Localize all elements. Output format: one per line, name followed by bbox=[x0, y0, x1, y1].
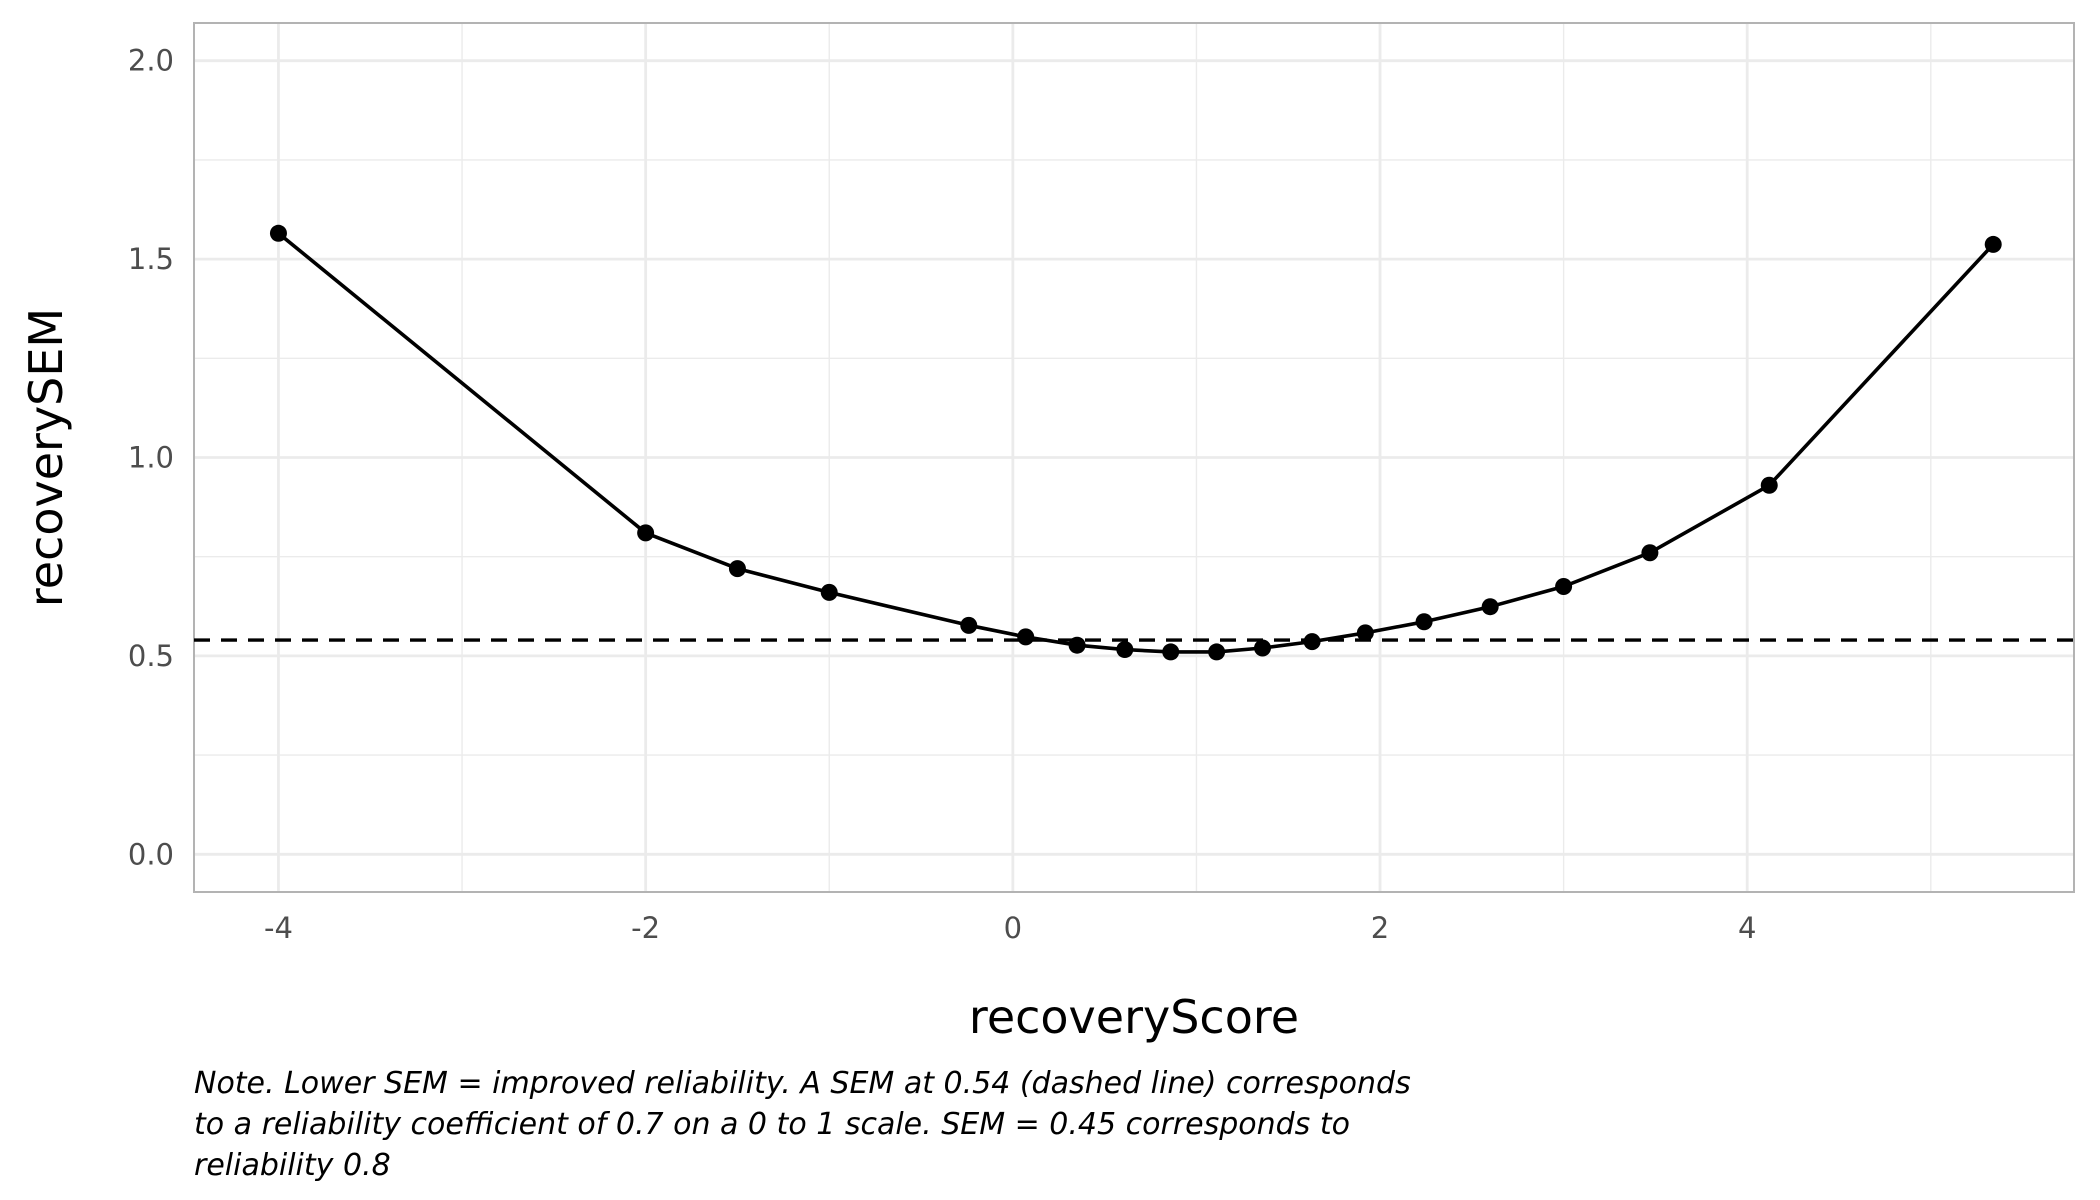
y-tick-label: 1.5 bbox=[128, 242, 174, 276]
data-point bbox=[269, 224, 287, 242]
data-point bbox=[1116, 641, 1134, 659]
data-point bbox=[820, 583, 838, 601]
x-tick-label: -2 bbox=[631, 911, 660, 945]
x-tick-label: 0 bbox=[1004, 911, 1022, 945]
note-line-2: to a reliability coefficient of 0.7 on a… bbox=[194, 1107, 1350, 1142]
data-point bbox=[1984, 235, 2002, 253]
data-point bbox=[1481, 598, 1499, 616]
grid-major bbox=[194, 23, 2074, 892]
data-point bbox=[1415, 613, 1433, 631]
data-point bbox=[1555, 577, 1573, 595]
figure-note: Note. Lower SEM = improved reliability. … bbox=[194, 1063, 1494, 1186]
data-point bbox=[1017, 628, 1035, 646]
data-point bbox=[637, 524, 655, 542]
data-point bbox=[960, 616, 978, 634]
x-tick-labels: -4 -2 0 2 4 bbox=[264, 911, 1756, 945]
series-line bbox=[277, 231, 1995, 654]
y-axis-title: recoverySEM bbox=[19, 308, 73, 607]
x-tick-label: 2 bbox=[1371, 911, 1389, 945]
data-point bbox=[1303, 633, 1321, 651]
note-line-3: reliability 0.8 bbox=[194, 1148, 391, 1183]
data-point bbox=[1641, 544, 1659, 562]
y-tick-label: 0.0 bbox=[128, 837, 174, 871]
panel-border bbox=[193, 22, 2075, 893]
data-point bbox=[1254, 639, 1272, 657]
data-point bbox=[1162, 643, 1180, 661]
data-point bbox=[1068, 636, 1086, 654]
y-tick-label: 2.0 bbox=[128, 44, 174, 78]
x-axis-title: recoveryScore bbox=[969, 990, 1299, 1044]
y-tick-labels: 0.0 0.5 1.0 1.5 2.0 bbox=[128, 44, 174, 872]
data-point bbox=[728, 560, 746, 578]
y-tick-label: 1.0 bbox=[128, 441, 174, 475]
data-points bbox=[269, 224, 2002, 661]
x-tick-label: -4 bbox=[264, 911, 293, 945]
y-tick-label: 0.5 bbox=[128, 639, 174, 673]
note-line-1: Note. Lower SEM = improved reliability. … bbox=[194, 1066, 1411, 1101]
data-point bbox=[1760, 476, 1778, 494]
x-tick-label: 4 bbox=[1738, 911, 1756, 945]
data-point bbox=[1208, 643, 1226, 661]
data-point bbox=[1356, 624, 1374, 642]
